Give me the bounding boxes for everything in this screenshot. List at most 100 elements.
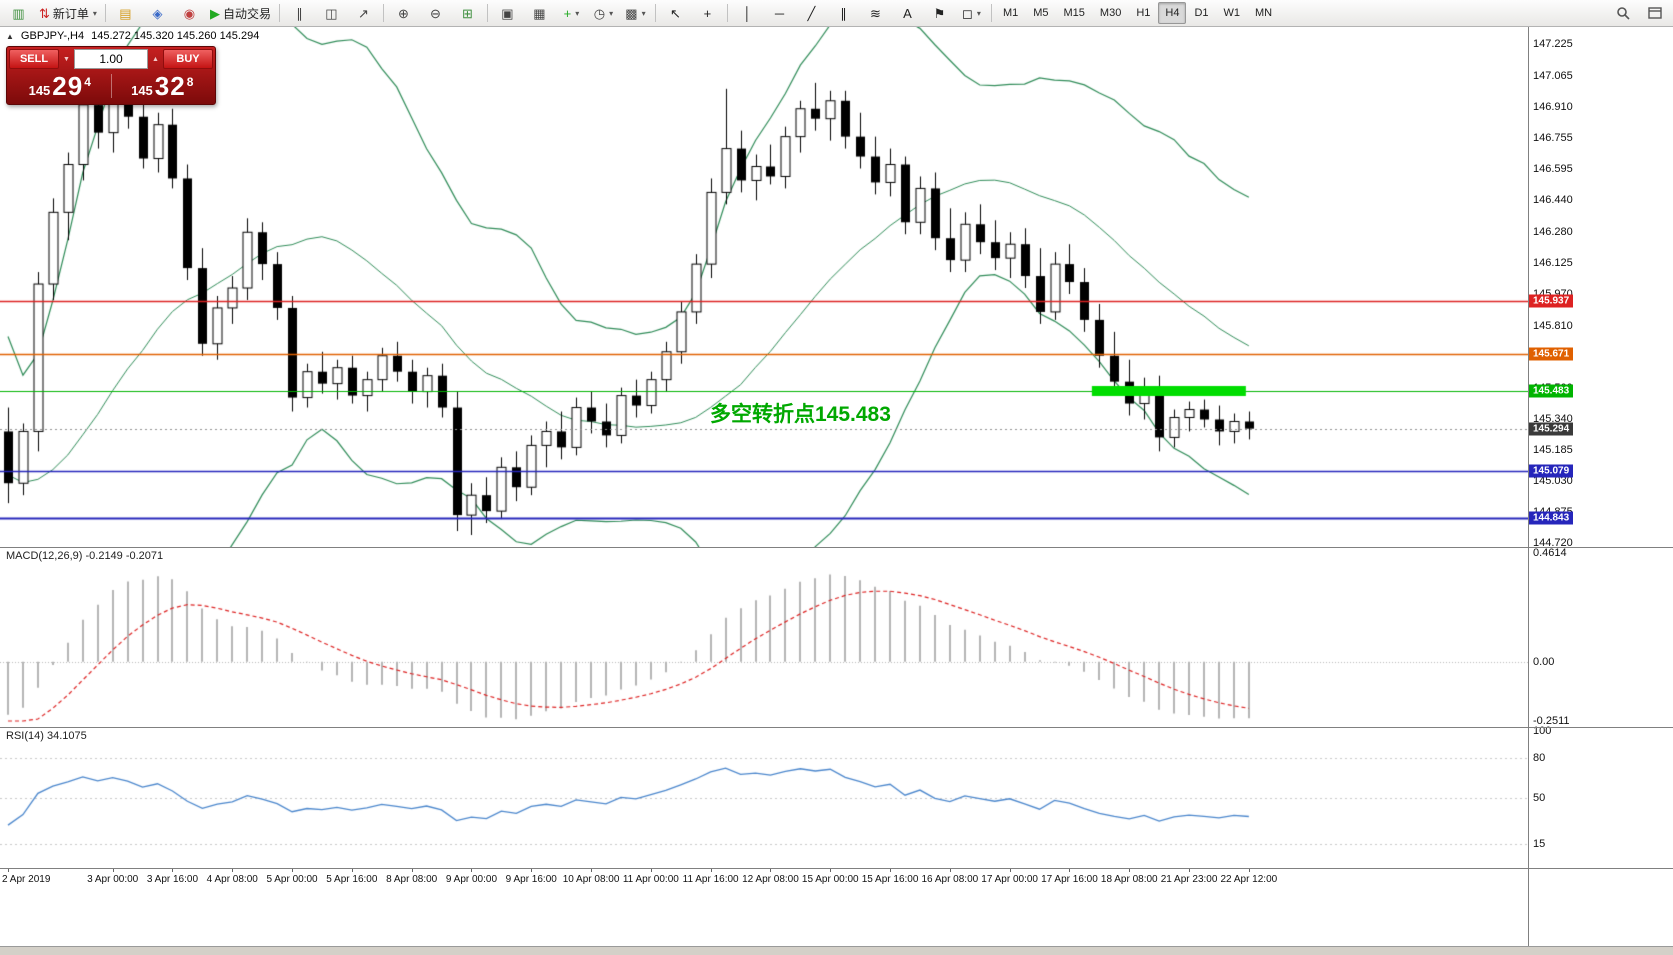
time-axis-tick [232,868,233,872]
navigator-icon[interactable]: ◈ [142,1,173,25]
tf-button-M5[interactable]: M5 [1033,7,1049,19]
new-window-icon[interactable] [1639,1,1670,25]
tf-button-MN[interactable]: MN [1255,7,1273,19]
time-axis-label: 4 Apr 08:00 [206,874,258,885]
price-axis-label: 146.125 [1533,257,1573,270]
buy-price[interactable]: 145 32 8 [131,70,194,101]
rsi-label: RSI(14) 34.1075 [6,730,87,742]
tf-button-M15[interactable]: M15 [1063,7,1085,19]
time-axis-label: 9 Apr 16:00 [505,874,557,885]
toolbar-separator [278,4,280,22]
horizontal-line-icon-glyph: ─ [774,5,785,21]
indicators-icon[interactable]: + ▾ [556,1,587,25]
toolbar-separator [486,4,488,22]
rsi-axis-label: 80 [1533,751,1546,764]
candles-chart-icon[interactable]: ◫ [316,1,347,25]
sell-button[interactable]: SELL [9,49,59,69]
macd-pane-splitter[interactable] [0,547,1528,548]
cascade-windows-icon[interactable]: ▣ [492,1,523,25]
buy-button[interactable]: BUY [163,49,213,69]
indicators-icon-dropdown[interactable]: ▾ [575,8,580,18]
line-chart-icon[interactable]: ↗ [348,1,379,25]
time-axis-label: 17 Apr 00:00 [981,874,1038,885]
rsi-canvas[interactable] [0,727,1528,868]
new-order-button-label: 新订单 [52,6,89,21]
time-axis-tick [1189,868,1190,872]
tf-button-M30[interactable]: M30 [1099,7,1122,19]
time-axis-tick [591,868,592,872]
time-axis-label: 3 Apr 16:00 [146,874,199,885]
tf-button-H1[interactable]: H1 [1136,7,1151,19]
tf-button-M1[interactable]: M1 [1002,7,1019,19]
vertical-line-icon[interactable]: │ [732,1,763,25]
time-axis-tick [770,868,771,872]
arrange-windows-icon[interactable]: ▦ [524,1,555,25]
time-axis-tick [292,868,293,872]
fibonacci-icon[interactable]: ≋ [860,1,891,25]
terminal-icon[interactable]: ▥ [3,1,34,25]
pivot-annotation[interactable]: 多空转折点145.483 [710,403,891,426]
zoom-out-icon[interactable]: ⊖ [420,1,451,25]
axis-pane-separator [1529,727,1673,728]
time-axis-label: 5 Apr 00:00 [266,874,318,885]
trendline-icon[interactable]: ╱ [796,1,827,25]
new-order-button-dropdown[interactable]: ▾ [92,8,97,18]
sell-price[interactable]: 145 29 4 [28,70,91,101]
time-axis-tick [830,868,831,872]
auto-trading-button[interactable]: ▶ 自动交易 [206,1,275,25]
search-icon[interactable] [1607,1,1638,25]
auto-trading-button-label: 自动交易 [222,6,271,21]
time-axis-label: 15 Apr 16:00 [861,874,919,885]
tf-button-W1[interactable]: W1 [1223,7,1241,19]
time-axis-tick [1069,868,1070,872]
time-axis-label: 22 Apr 12:00 [1220,874,1278,885]
sounds-icon[interactable]: ◉ [174,1,205,25]
tile-windows-icon[interactable]: ⊞ [452,1,483,25]
volume-stepper-icon[interactable]: ▲ [152,55,159,63]
terminal-icon-glyph: ▥ [12,5,25,21]
new-order-button[interactable]: ⇅ 新订单 ▾ [35,1,101,25]
line-chart-icon-glyph: ↗ [358,5,369,21]
price-axis[interactable]: 147.225 147.065 146.910 146.755 146.595 146.4… [1528,27,1673,954]
templates-icon[interactable]: ▩ ▾ [620,1,651,25]
arrow-label-icon[interactable]: ⚑ [924,1,955,25]
macd-canvas[interactable] [0,547,1528,727]
one-click-prices: 145 29 4 145 32 8 [9,69,213,102]
time-axis-label: 5 Apr 16:00 [326,874,378,885]
profiles-icon[interactable]: ▤ [110,1,141,25]
cursor-icon[interactable]: ↖ [660,1,691,25]
channel-icon[interactable]: ∥ [828,1,859,25]
rsi-pane-splitter[interactable] [0,727,1528,728]
tf-button-H4[interactable]: H4 [1158,2,1187,24]
time-axis-label: 21 Apr 23:00 [1160,874,1218,885]
bars-chart-icon[interactable]: ∥ [284,1,315,25]
macd-axis-label: -0.2511 [1533,715,1570,727]
arrow-label-icon-glyph: ⚑ [933,5,946,21]
templates-icon-dropdown[interactable]: ▾ [641,8,646,18]
collapse-one-click-icon[interactable]: ▲ [6,31,14,41]
vertical-line-icon-glyph: │ [743,5,752,21]
shapes-icon-dropdown[interactable]: ▾ [976,8,981,18]
periods-icon[interactable]: ◷ ▾ [588,1,619,25]
tf-button-D1[interactable]: D1 [1194,7,1209,19]
price-axis-label: 146.280 [1533,226,1573,239]
time-axis-label: 10 Apr 08:00 [562,874,620,885]
candles-chart-icon-glyph: ◫ [325,5,338,21]
time-axis-label: 2 Apr 2019 [2,874,51,885]
horizontal-line-icon[interactable]: ─ [764,1,795,25]
one-click-trading-panel: SELL ▼ ▲ BUY 145 29 4 145 32 8 [6,46,216,105]
shapes-icon[interactable]: ◻ ▾ [956,1,987,25]
volume-input[interactable] [74,49,148,69]
text-icon-glyph: A [903,5,912,21]
chart-area: ▲ GBPJPY-,H4 145.272 145.320 145.260 145… [0,27,1528,954]
volume-dropdown-icon[interactable]: ▼ [63,55,70,63]
periods-icon-dropdown[interactable]: ▾ [609,8,614,18]
trendline-icon-glyph: ╱ [807,5,816,21]
new-order-button-glyph: ⇅ [39,5,50,21]
crosshair-icon[interactable]: + [692,1,723,25]
time-axis-label: 17 Apr 16:00 [1041,874,1098,885]
zoom-in-icon[interactable]: ⊕ [388,1,419,25]
price-chart-canvas[interactable] [0,27,1528,547]
text-icon[interactable]: A [892,1,923,25]
time-axis[interactable]: 2 Apr 2019 3 Apr 00:00 3 Apr 16:00 4 Apr 08… [0,868,1528,890]
